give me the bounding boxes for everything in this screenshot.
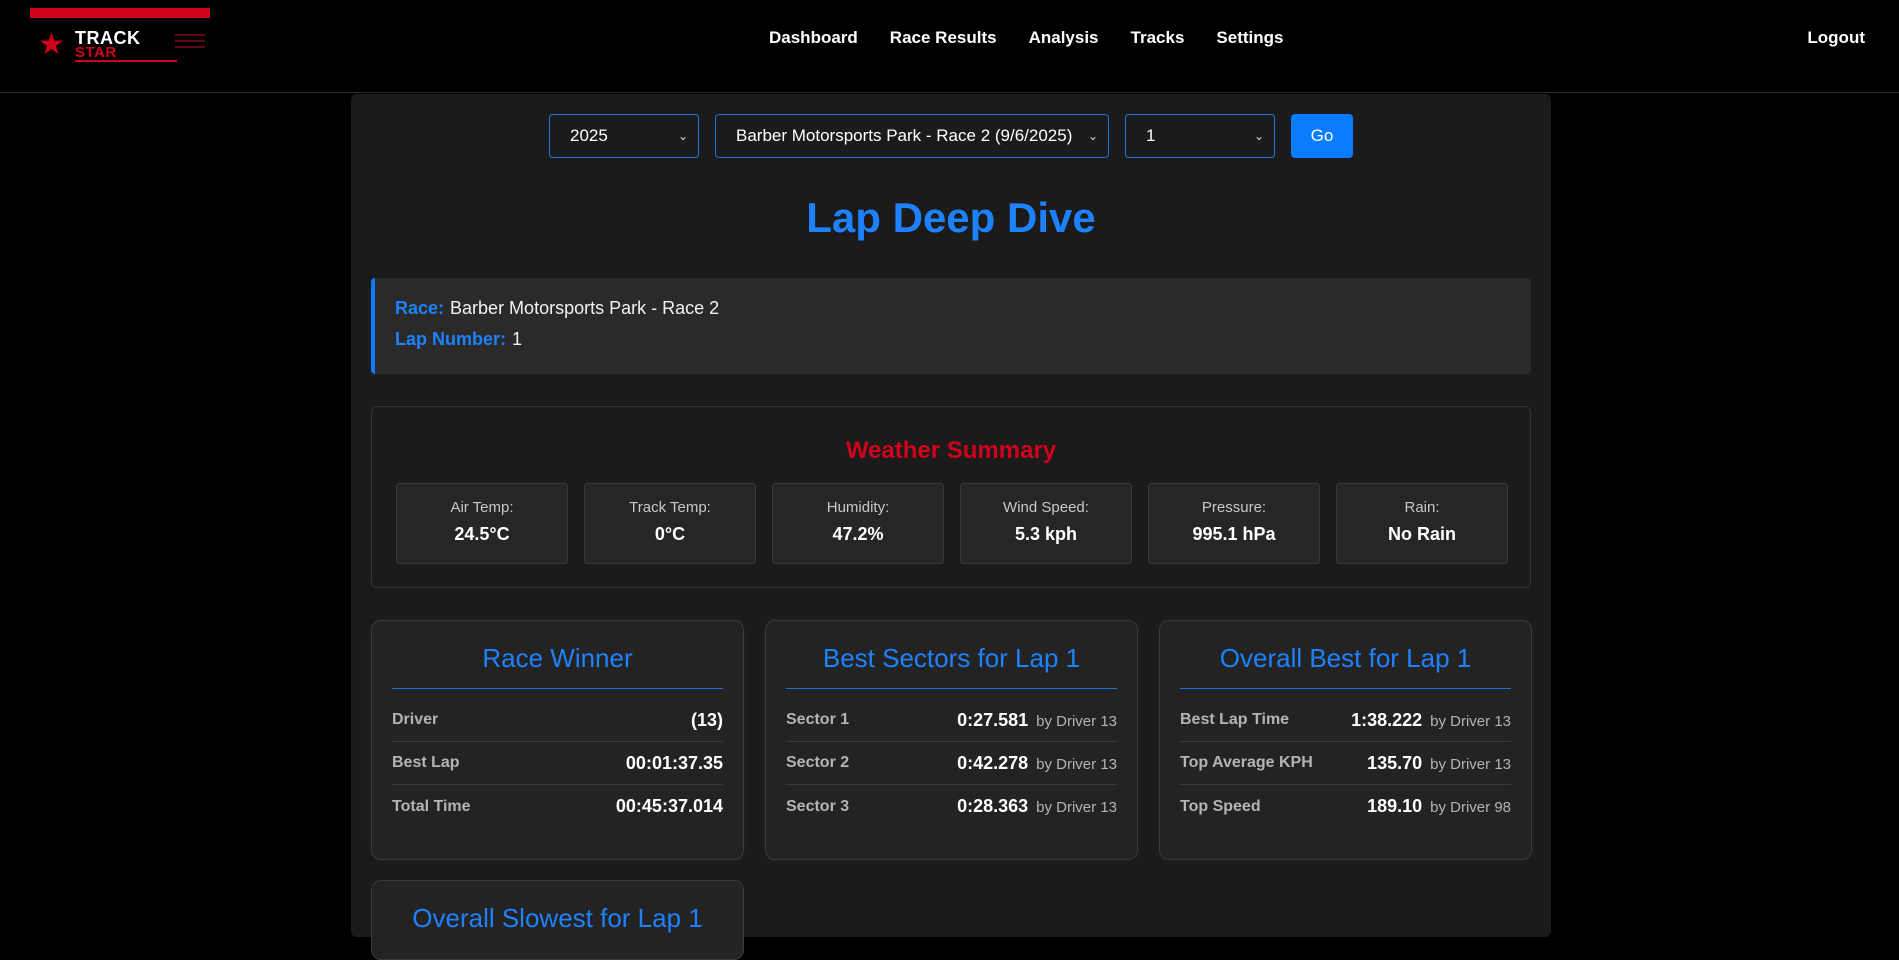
- lap-info-row: Lap Number: 1: [395, 329, 1531, 350]
- weather-label: Rain:: [1404, 499, 1440, 516]
- weather-title: Weather Summary: [845, 437, 1057, 464]
- nav-analysis[interactable]: Analysis: [1028, 28, 1099, 47]
- weather-value: 47.2%: [832, 524, 884, 544]
- weather-value: 0°C: [654, 524, 686, 544]
- logout-link[interactable]: Logout: [1807, 28, 1865, 47]
- stat-value: 00:01:37.35: [625, 752, 723, 773]
- stat-key: Best Lap Time: [1180, 711, 1290, 728]
- track-star-logo[interactable]: ★ TRACK STAR: [30, 8, 210, 68]
- stat-driver: by Driver 13: [1430, 712, 1511, 730]
- weather-card-wind-speed: Wind Speed: 5.3 kph: [960, 483, 1132, 564]
- weather-value: No Rain: [1387, 524, 1456, 544]
- stat-driver: by Driver 13: [1036, 755, 1117, 773]
- lap-number-value: 1: [512, 329, 523, 349]
- stat-value: (13): [690, 709, 723, 730]
- race-info-box: Race: Barber Motorsports Park - Race 2 La…: [371, 278, 1531, 374]
- stat-key: Total Time: [392, 797, 471, 815]
- stat-row: Best Lap Time 1:38.222 by Driver 13: [1180, 699, 1511, 742]
- year-select-value: 2025: [570, 126, 608, 145]
- race-winner-card: Race Winner Driver (13) Best Lap 00:01:3…: [371, 620, 744, 860]
- logo-word-track: TRACK: [75, 28, 141, 48]
- stat-value: 189.10: [1367, 796, 1423, 816]
- stat-row: Driver (13): [392, 699, 723, 742]
- stat-value: 1:38.222: [1351, 709, 1423, 730]
- card-title: Overall Best for Lap 1: [1180, 643, 1511, 689]
- top-navbar: ★ TRACK STAR Dashboard Race Results Anal…: [0, 0, 1899, 93]
- logo-stripes: [175, 34, 205, 56]
- nav-settings[interactable]: Settings: [1216, 28, 1284, 47]
- logo-word-star: STAR: [75, 44, 117, 61]
- weather-value: 5.3 kph: [1014, 524, 1078, 544]
- race-info-row: Race: Barber Motorsports Park - Race 2: [395, 298, 1531, 319]
- weather-card-humidity: Humidity: 47.2%: [772, 483, 944, 564]
- stat-value: 0:28.363: [957, 796, 1029, 816]
- weather-value: 24.5°C: [454, 524, 510, 544]
- stat-key: Sector 2: [786, 754, 850, 771]
- weather-card-air-temp: Air Temp: 24.5°C: [396, 483, 568, 564]
- stat-value: 00:45:37.014: [615, 796, 723, 816]
- overall-best-card: Overall Best for Lap 1 Best Lap Time 1:3…: [1159, 620, 1532, 860]
- weather-label: Wind Speed:: [1003, 499, 1089, 516]
- weather-card-pressure: Pressure: 995.1 hPa: [1148, 483, 1320, 564]
- logo-underline: [75, 60, 177, 62]
- weather-value: 995.1 hPa: [1192, 524, 1276, 544]
- weather-label: Pressure:: [1201, 499, 1267, 516]
- stat-driver: by Driver 13: [1036, 712, 1117, 730]
- stat-row: Top Average KPH 135.70 by Driver 13: [1180, 742, 1511, 785]
- year-select[interactable]: 2025 ⌄: [549, 114, 699, 158]
- race-select-value: Barber Motorsports Park - Race 2 (9/6/20…: [736, 126, 1073, 145]
- chevron-down-icon: ⌄: [1253, 129, 1264, 143]
- stat-row: Top Speed 189.10 by Driver 98: [1180, 785, 1511, 828]
- logo-red-bar: [30, 8, 210, 18]
- chevron-down-icon: ⌄: [1087, 129, 1098, 143]
- weather-label: Track Temp:: [629, 499, 711, 516]
- stat-driver: by Driver 13: [1036, 799, 1117, 816]
- nav-dashboard[interactable]: Dashboard: [769, 28, 858, 47]
- lap-select-value: 1: [1146, 126, 1156, 145]
- card-title: Race Winner: [392, 643, 723, 689]
- stat-row: Sector 1 0:27.581 by Driver 13: [786, 699, 1117, 742]
- nav-race-results[interactable]: Race Results: [889, 28, 997, 47]
- weather-card-rain: Rain: No Rain: [1336, 483, 1508, 564]
- stat-row: Total Time 00:45:37.014: [392, 785, 723, 828]
- stat-key: Top Speed: [1180, 797, 1261, 815]
- go-button[interactable]: Go: [1291, 114, 1353, 158]
- weather-label: Humidity:: [826, 499, 890, 516]
- weather-summary: Weather Summary Air Temp: 24.5°C Track T…: [371, 406, 1531, 588]
- stat-value: 0:42.278: [957, 752, 1029, 773]
- stat-row: Sector 2 0:42.278 by Driver 13: [786, 742, 1117, 785]
- nav-tracks[interactable]: Tracks: [1130, 28, 1185, 47]
- chevron-down-icon: ⌄: [677, 129, 688, 143]
- overall-slowest-card: Overall Slowest for Lap 1: [371, 880, 744, 960]
- star-icon: ★: [38, 28, 65, 61]
- filter-bar: 2025 ⌄ Barber Motorsports Park - Race 2 …: [351, 114, 1551, 158]
- weather-label: Air Temp:: [450, 499, 514, 516]
- card-title: Overall Slowest for Lap 1: [412, 903, 703, 933]
- card-title: Best Sectors for Lap 1: [786, 643, 1117, 689]
- lap-number-label: Lap Number:: [395, 329, 507, 349]
- main-panel: 2025 ⌄ Barber Motorsports Park - Race 2 …: [351, 94, 1551, 960]
- race-value: Barber Motorsports Park - Race 2: [450, 298, 720, 318]
- stat-key: Top Average KPH: [1180, 754, 1313, 771]
- stat-key: Best Lap: [392, 754, 460, 771]
- stat-key: Driver: [392, 711, 439, 728]
- race-label: Race:: [395, 298, 445, 318]
- lap-select[interactable]: 1 ⌄: [1125, 114, 1275, 158]
- weather-card-track-temp: Track Temp: 0°C: [584, 483, 756, 564]
- stat-key: Sector 3: [786, 797, 850, 815]
- page-title: Lap Deep Dive: [806, 194, 1096, 241]
- stat-row: Sector 3 0:28.363 by Driver 13: [786, 785, 1117, 828]
- weather-cards: Air Temp: 24.5°C Track Temp: 0°C Humidit…: [396, 483, 1508, 564]
- best-sectors-card: Best Sectors for Lap 1 Sector 1 0:27.581…: [765, 620, 1138, 860]
- stat-driver: by Driver 98: [1430, 799, 1511, 816]
- stat-driver: by Driver 13: [1430, 755, 1511, 773]
- main-nav: Dashboard Race Results Analysis Tracks S…: [769, 28, 1283, 48]
- stat-value: 0:27.581: [957, 709, 1029, 730]
- stat-row: Best Lap 00:01:37.35: [392, 742, 723, 785]
- race-select[interactable]: Barber Motorsports Park - Race 2 (9/6/20…: [715, 114, 1109, 158]
- stat-key: Sector 1: [786, 711, 850, 728]
- stat-value: 135.70: [1367, 752, 1423, 773]
- stats-cards: Race Winner Driver (13) Best Lap 00:01:3…: [371, 620, 1532, 860]
